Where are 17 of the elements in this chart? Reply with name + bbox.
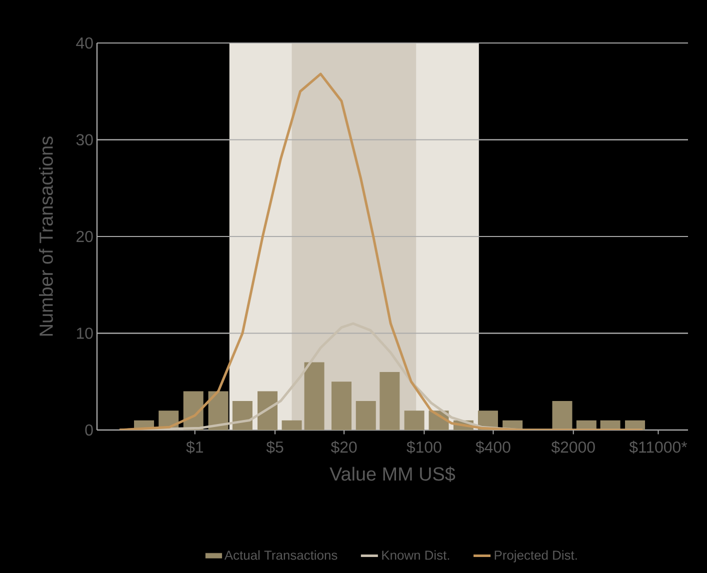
legend-label: Known Dist. bbox=[382, 550, 450, 560]
x-tick-label: $1 bbox=[186, 440, 203, 454]
x-tick-label: $20 bbox=[330, 440, 357, 454]
y-tick-label: 20 bbox=[76, 230, 93, 242]
x-tick-label: $100 bbox=[406, 440, 442, 454]
x-tick-label: $400 bbox=[476, 440, 510, 454]
x-tick-label: $2000 bbox=[551, 440, 595, 454]
y-tick-label: 0 bbox=[85, 424, 93, 436]
legend-label: Projected Dist. bbox=[494, 550, 577, 562]
x-axis-title: Value MM US$ bbox=[330, 466, 456, 482]
y-tick-label: 30 bbox=[76, 134, 93, 146]
x-tick-label: $11000* bbox=[629, 440, 688, 454]
legend-label: Actual Transactions bbox=[224, 550, 338, 560]
y-tick-label: 10 bbox=[76, 328, 93, 339]
y-tick-label: 40 bbox=[76, 37, 93, 49]
y-axis-title: Number of Transactions bbox=[39, 136, 53, 336]
x-tick-label: $5 bbox=[266, 440, 284, 454]
